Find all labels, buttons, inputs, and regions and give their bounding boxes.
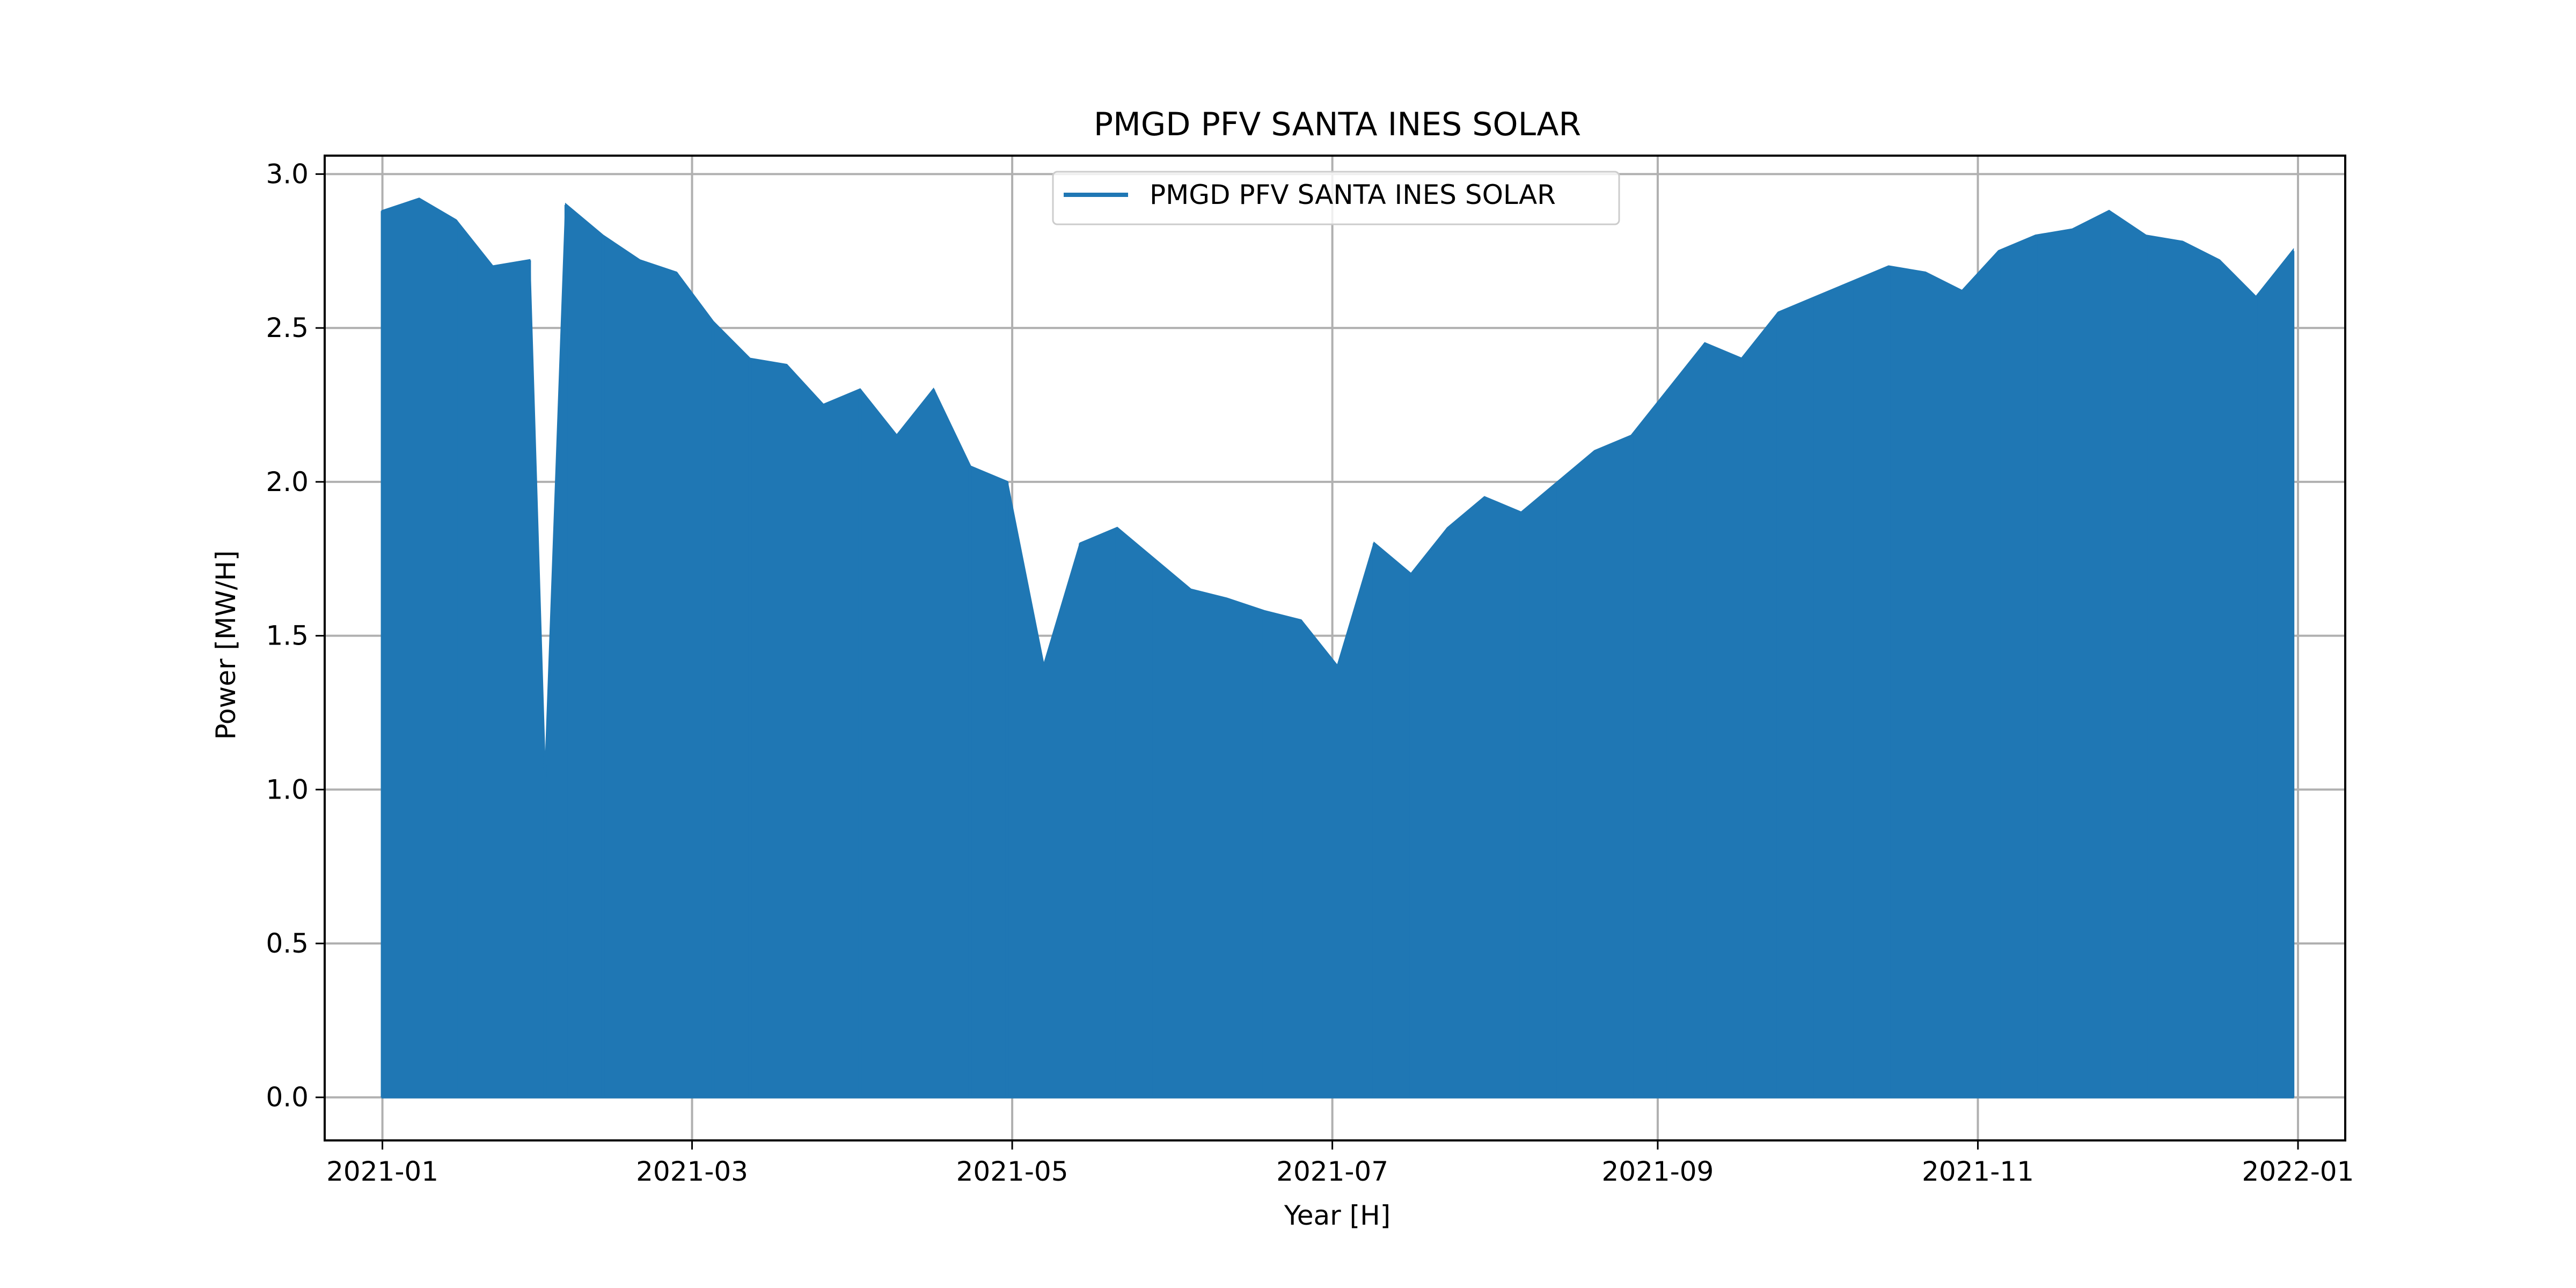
x-tick-label: 2022-01	[2242, 1156, 2354, 1187]
y-tick-label: 2.5	[266, 312, 309, 343]
plot-frame	[324, 155, 2346, 1141]
x-tick-label: 2021-09	[1601, 1156, 1714, 1187]
x-tick-label: 2021-01	[326, 1156, 438, 1187]
chart-title: PMGD PFV SANTA INES SOLAR	[1094, 106, 1581, 143]
y-tick-label: 2.0	[266, 466, 309, 497]
y-tick-label: 1.0	[266, 774, 309, 805]
x-tick-label: 2021-03	[636, 1156, 748, 1187]
y-tick-label: 3.0	[266, 158, 309, 189]
y-tick-label: 0.5	[266, 928, 309, 959]
axes-layer: 0.0 0.5 1.0 1.5 2.0 2.5 3.0 2021-01 2021-03 2021-…	[266, 155, 2354, 1187]
legend-label: PMGD PFV SANTA INES SOLAR	[1150, 179, 1556, 210]
y-tick-label: 0.0	[266, 1082, 309, 1113]
x-tick-label: 2021-05	[956, 1156, 1069, 1187]
x-axis-label: Year [H]	[1284, 1200, 1391, 1231]
y-axis-label: Power [MW/H]	[210, 550, 241, 740]
x-tick-label: 2021-07	[1276, 1156, 1388, 1187]
series-layer	[380, 197, 2295, 1099]
legend: PMGD PFV SANTA INES SOLAR	[1052, 171, 1620, 225]
legend-box	[1052, 171, 1620, 225]
y-tick-label: 1.5	[266, 620, 309, 652]
x-tick-label: 2021-11	[1922, 1156, 2034, 1187]
